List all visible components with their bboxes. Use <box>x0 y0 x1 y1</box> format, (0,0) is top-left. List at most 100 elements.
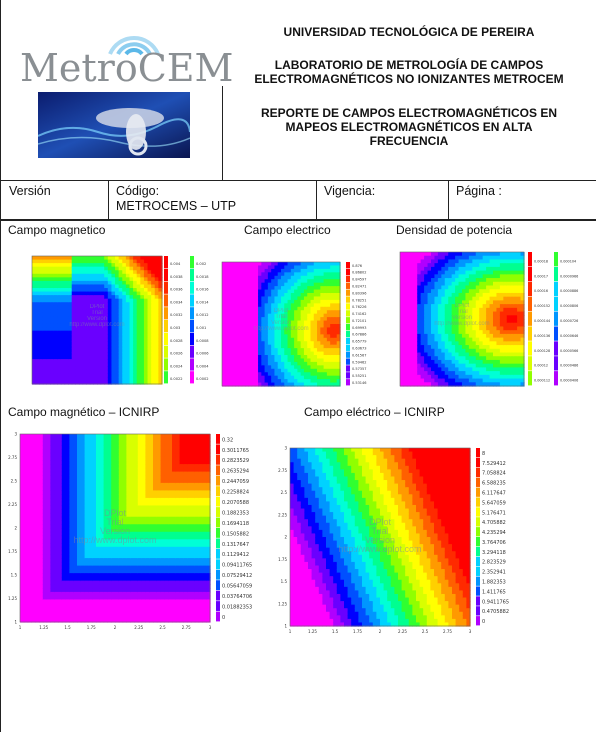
field-cell <box>86 316 91 321</box>
field-cell <box>151 323 156 328</box>
field-cell <box>261 334 266 339</box>
field-cell <box>61 501 67 507</box>
field-cell <box>336 286 341 291</box>
field-cell <box>479 311 484 316</box>
field-cell <box>333 365 338 370</box>
field-cell <box>441 322 446 328</box>
field-cell <box>284 306 289 311</box>
field-cell <box>406 304 411 309</box>
field-cell <box>238 337 243 342</box>
field-cell <box>80 460 86 465</box>
field-cell <box>403 333 408 339</box>
field-cell <box>241 368 246 373</box>
magnetic-icnirp-title: Campo magnético – ICNIRP <box>8 405 160 419</box>
field-cell <box>317 265 321 270</box>
field-cell <box>58 558 63 563</box>
field-cell <box>323 355 328 360</box>
field-cell <box>482 348 487 354</box>
field-cell <box>489 352 494 357</box>
field-cell <box>20 580 25 585</box>
field-cell <box>158 291 163 296</box>
field-cell <box>277 341 282 346</box>
field-cell <box>84 437 89 443</box>
field-cell <box>455 304 460 309</box>
field-cell <box>413 356 418 361</box>
field-cell <box>42 259 48 264</box>
field-cell <box>35 266 40 271</box>
field-cell <box>267 262 272 267</box>
field-cell <box>261 344 266 349</box>
field-cell <box>496 296 501 301</box>
field-cell <box>27 595 32 601</box>
field-cell <box>80 603 86 608</box>
field-cell <box>413 274 418 279</box>
field-cell <box>39 580 44 585</box>
field-cell <box>420 252 425 257</box>
field-cell <box>313 355 318 360</box>
legend-swatch <box>346 303 350 310</box>
field-cell <box>465 281 470 287</box>
field-cell <box>50 618 55 623</box>
field-cell <box>23 464 29 469</box>
field-cell <box>479 382 484 387</box>
field-cell <box>231 351 236 356</box>
field-cell <box>158 376 163 382</box>
field-cell <box>151 380 156 385</box>
field-cell <box>53 320 58 325</box>
field-cell <box>61 449 67 454</box>
field-cell <box>39 369 44 374</box>
field-cell <box>431 345 436 350</box>
field-cell <box>281 286 285 291</box>
field-cell <box>462 252 467 257</box>
field-cell <box>503 315 508 320</box>
field-cell <box>510 304 515 309</box>
field-cell <box>143 309 149 314</box>
field-cell <box>493 341 498 346</box>
field-cell <box>77 599 82 604</box>
field-cell <box>60 380 66 385</box>
field-cell <box>71 259 76 264</box>
field-cell <box>158 344 163 350</box>
field-cell <box>104 366 109 371</box>
field-cell <box>228 293 233 298</box>
field-cell <box>75 309 80 314</box>
field-cell <box>448 326 453 331</box>
field-cell <box>133 348 138 353</box>
field-cell <box>158 352 163 357</box>
field-cell <box>228 317 233 322</box>
field-cell <box>458 252 463 257</box>
field-cell <box>80 467 86 473</box>
field-cell <box>520 367 525 372</box>
field-cell <box>50 475 55 480</box>
field-cell <box>326 282 331 287</box>
field-cell <box>65 509 70 514</box>
field-cell <box>479 333 484 339</box>
field-cell <box>35 273 40 278</box>
field-cell <box>32 266 37 271</box>
field-cell <box>294 299 298 304</box>
field-cell <box>403 311 408 316</box>
field-cell <box>77 516 82 522</box>
field-cell <box>115 330 120 335</box>
field-cell <box>80 475 86 480</box>
field-cell <box>277 368 282 373</box>
field-cell <box>68 334 73 339</box>
legend-label: 0.0008 <box>196 339 209 343</box>
field-cell <box>333 286 338 291</box>
field-cell <box>300 299 305 304</box>
field-cell <box>294 275 298 280</box>
field-cell <box>61 584 67 589</box>
field-cell <box>50 337 55 342</box>
field-cell <box>400 300 405 305</box>
field-cell <box>417 270 422 275</box>
field-cell <box>140 380 145 385</box>
field-cell <box>68 277 73 282</box>
plot-cells <box>222 262 341 387</box>
field-cell <box>228 310 233 315</box>
field-cell <box>97 256 102 261</box>
field-cell <box>73 497 78 503</box>
field-cell <box>80 528 86 533</box>
field-cell <box>307 330 312 335</box>
field-cell <box>297 382 302 387</box>
field-cell <box>71 305 76 310</box>
